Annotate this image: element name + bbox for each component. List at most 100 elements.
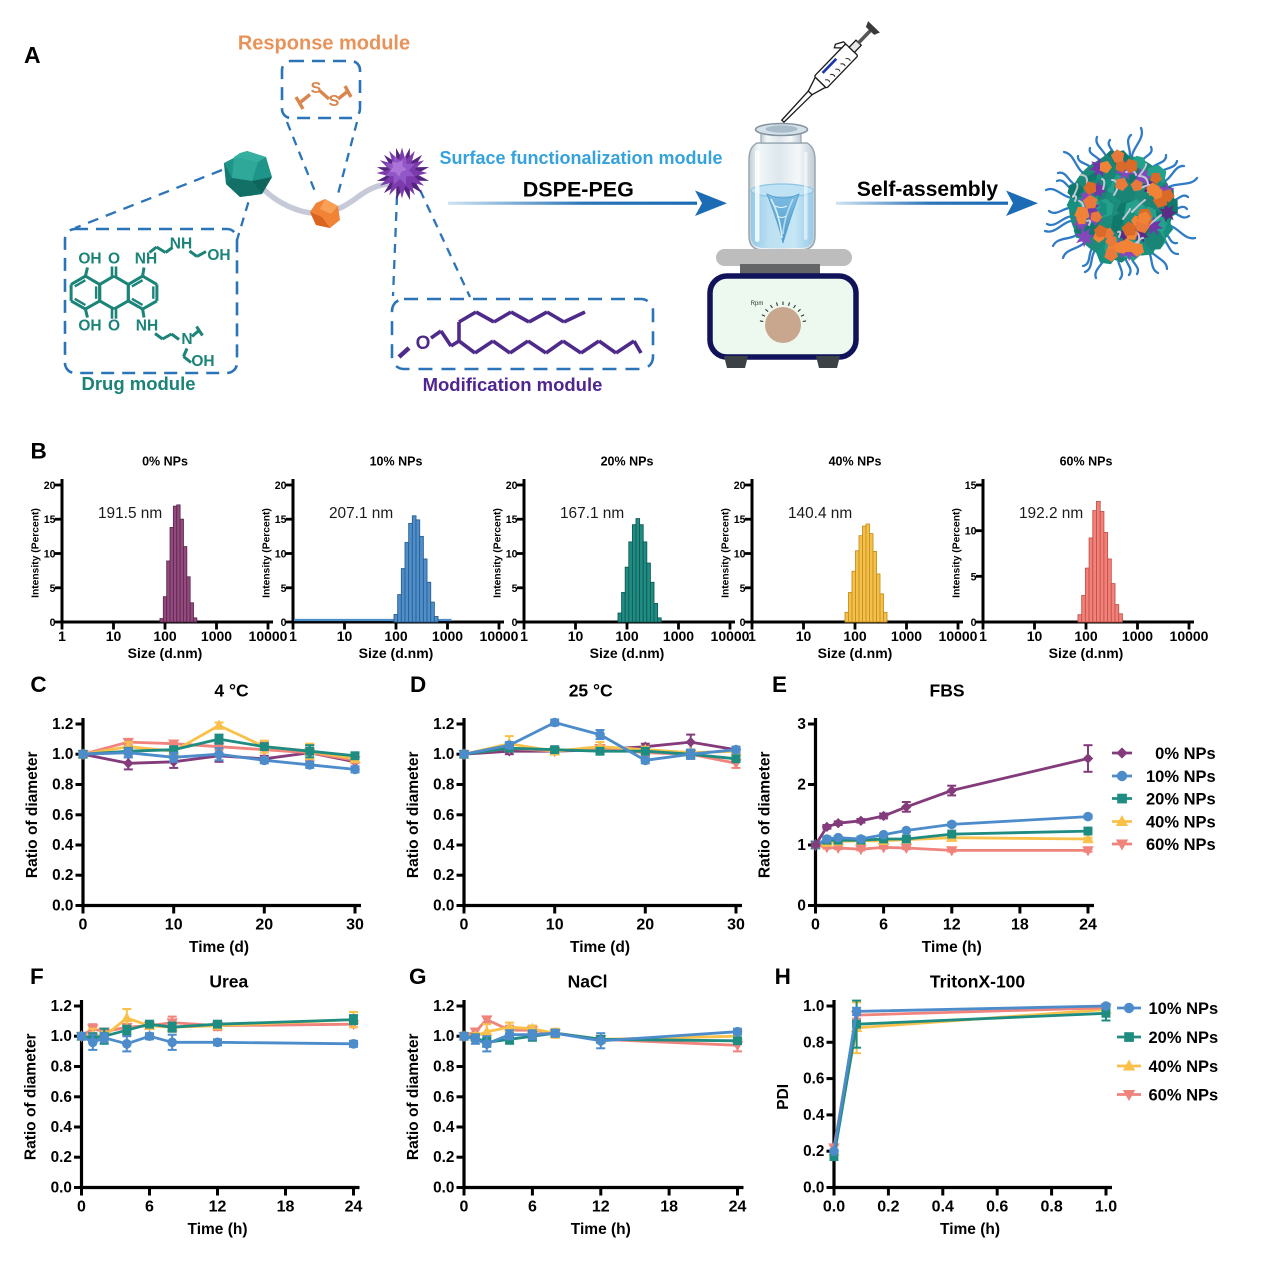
svg-text:10: 10 [337, 628, 353, 644]
svg-text:0.2: 0.2 [433, 867, 454, 884]
svg-text:O: O [108, 251, 120, 268]
svg-text:10000: 10000 [711, 628, 750, 644]
svg-text:1000: 1000 [432, 628, 463, 644]
svg-text:0: 0 [512, 617, 518, 629]
svg-text:5: 5 [281, 583, 287, 595]
svg-text:10000: 10000 [1170, 628, 1209, 644]
svg-text:H: H [775, 964, 791, 989]
svg-text:Time (h): Time (h) [922, 939, 982, 956]
svg-text:12: 12 [943, 916, 961, 933]
svg-text:5: 5 [50, 583, 56, 595]
svg-text:10000: 10000 [480, 628, 519, 644]
svg-text:NH: NH [135, 251, 157, 268]
svg-text:0.8: 0.8 [51, 1059, 73, 1076]
svg-text:0.0: 0.0 [433, 1180, 454, 1197]
svg-text:B: B [31, 439, 47, 464]
svg-text:G: G [409, 964, 427, 989]
svg-text:0.4: 0.4 [433, 1119, 455, 1136]
svg-text:10: 10 [1027, 628, 1043, 644]
svg-text:Ratio of diameter: Ratio of diameter [24, 751, 41, 878]
svg-text:OH: OH [207, 247, 230, 264]
svg-text:1.0: 1.0 [433, 1028, 454, 1045]
svg-text:1: 1 [289, 628, 297, 644]
svg-text:10000: 10000 [939, 628, 978, 644]
svg-text:6: 6 [528, 1198, 537, 1215]
svg-text:TritonX-100: TritonX-100 [930, 972, 1026, 992]
svg-text:1.2: 1.2 [51, 998, 72, 1015]
svg-text:1.2: 1.2 [433, 998, 454, 1015]
svg-text:0.4: 0.4 [932, 1198, 954, 1215]
svg-text:Intensity (Percent): Intensity (Percent) [493, 508, 504, 598]
svg-text:10: 10 [965, 526, 977, 538]
svg-text:192.2 nm: 192.2 nm [1019, 505, 1083, 522]
svg-text:0.4: 0.4 [803, 1107, 825, 1124]
svg-text:C: C [30, 672, 46, 697]
svg-text:15: 15 [506, 514, 518, 526]
svg-text:N: N [181, 331, 192, 348]
svg-text:30: 30 [346, 916, 364, 933]
svg-text:1.0: 1.0 [803, 998, 824, 1015]
svg-text:40% NPs: 40% NPs [829, 455, 882, 469]
svg-text:0.2: 0.2 [52, 867, 73, 884]
svg-text:6: 6 [879, 916, 888, 933]
svg-text:Drug module: Drug module [81, 373, 195, 394]
svg-text:60% NPs: 60% NPs [1060, 455, 1113, 469]
svg-text:30: 30 [727, 916, 745, 933]
svg-text:10% NPs: 10% NPs [1146, 768, 1216, 786]
svg-text:OH: OH [191, 353, 214, 370]
svg-text:0.4: 0.4 [433, 837, 455, 854]
svg-text:10% NPs: 10% NPs [1149, 1000, 1219, 1018]
svg-text:1: 1 [520, 628, 528, 644]
svg-text:0: 0 [77, 1198, 86, 1215]
svg-text:3: 3 [797, 716, 806, 733]
svg-text:0.0: 0.0 [52, 898, 73, 915]
svg-text:191.5 nm: 191.5 nm [98, 505, 162, 522]
svg-text:Modification module: Modification module [423, 374, 603, 395]
svg-text:0.6: 0.6 [986, 1198, 1008, 1215]
svg-text:NaCl: NaCl [568, 972, 608, 992]
svg-text:20% NPs: 20% NPs [1146, 791, 1216, 809]
svg-text:0: 0 [971, 617, 977, 629]
svg-text:0.2: 0.2 [51, 1149, 72, 1166]
svg-text:PDI: PDI [775, 1084, 792, 1110]
svg-text:24: 24 [345, 1198, 363, 1215]
svg-text:0.0: 0.0 [803, 1180, 824, 1197]
svg-text:Time (d): Time (d) [570, 939, 630, 956]
svg-text:0.6: 0.6 [433, 807, 454, 824]
svg-text:20: 20 [636, 916, 654, 933]
svg-text:1: 1 [979, 628, 987, 644]
svg-text:Ratio of diameter: Ratio of diameter [405, 1033, 422, 1160]
svg-text:1000: 1000 [891, 628, 922, 644]
svg-text:10: 10 [796, 628, 812, 644]
svg-text:FBS: FBS [930, 681, 965, 701]
svg-text:0: 0 [50, 617, 56, 629]
svg-text:0.8: 0.8 [433, 777, 455, 794]
svg-text:20: 20 [506, 480, 518, 492]
svg-text:1: 1 [58, 628, 66, 644]
svg-text:40% NPs: 40% NPs [1146, 814, 1216, 832]
svg-text:1.0: 1.0 [1095, 1198, 1117, 1215]
svg-text:0.0: 0.0 [823, 1198, 845, 1215]
svg-text:Ratio of diameter: Ratio of diameter [23, 1033, 40, 1160]
svg-text:24: 24 [1079, 916, 1097, 933]
svg-text:OH: OH [78, 251, 101, 268]
svg-text:12: 12 [592, 1198, 610, 1215]
svg-text:0.0: 0.0 [51, 1180, 72, 1197]
svg-text:0.8: 0.8 [1040, 1198, 1062, 1215]
svg-text:1.0: 1.0 [433, 746, 454, 763]
svg-text:6: 6 [145, 1198, 154, 1215]
svg-text:5: 5 [512, 583, 518, 595]
svg-text:20: 20 [255, 916, 273, 933]
svg-text:10000: 10000 [249, 628, 288, 644]
svg-text:10: 10 [165, 916, 183, 933]
svg-text:0.6: 0.6 [51, 1089, 72, 1106]
svg-text:Intensity (Percent): Intensity (Percent) [721, 508, 732, 598]
svg-text:Response module: Response module [238, 33, 410, 55]
svg-text:1.2: 1.2 [433, 716, 454, 733]
svg-text:20: 20 [734, 480, 746, 492]
svg-text:A: A [24, 42, 41, 68]
svg-text:24: 24 [729, 1198, 747, 1215]
svg-text:1: 1 [748, 628, 756, 644]
svg-text:1000: 1000 [201, 628, 232, 644]
svg-text:100: 100 [843, 628, 867, 644]
